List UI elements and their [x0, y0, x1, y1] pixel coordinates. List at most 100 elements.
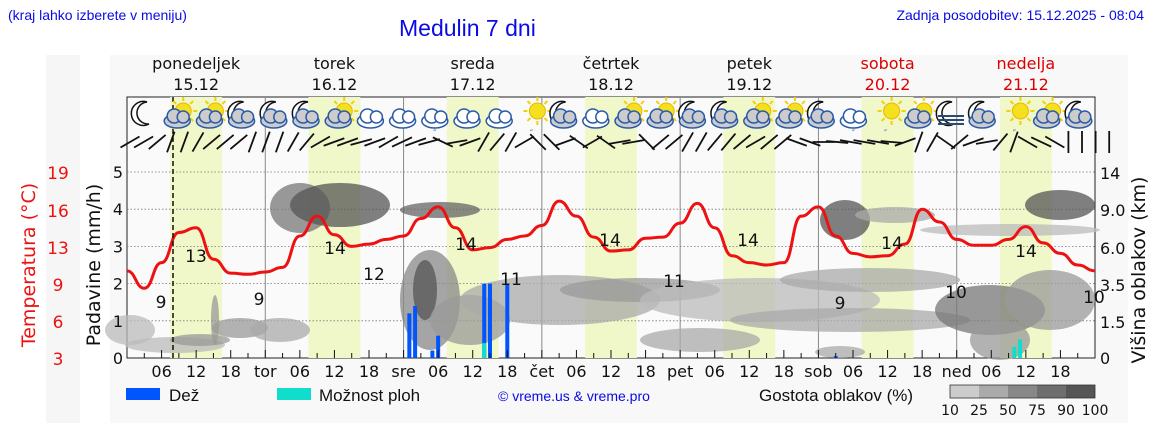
- temp-extreme-label: 9: [835, 294, 846, 314]
- moon-cloud-icon: [227, 100, 256, 129]
- wind-barb-icon: [950, 134, 969, 150]
- wind-barb-icon: [133, 135, 154, 149]
- credit-link[interactable]: © vreme.us & vreme.pro: [498, 388, 650, 404]
- x-tick-label: 06: [843, 362, 863, 381]
- cloud-density-swatch: [1037, 385, 1066, 398]
- wind-barb-icon: [1030, 136, 1052, 148]
- moon-cloud-icon: [967, 100, 996, 129]
- x-tick-label: 12: [739, 362, 759, 381]
- x-tick-label: sob: [804, 362, 832, 381]
- wind-barb-icon: [894, 137, 916, 147]
- sun-cloud-icon: [1032, 97, 1067, 129]
- temp-tick: 16: [47, 202, 69, 222]
- wind-barb-icon: [391, 136, 413, 148]
- rain-bar: [505, 283, 510, 358]
- wind-barb-icon: [364, 137, 386, 147]
- x-tick-label: 18: [912, 362, 932, 381]
- sun-rain-icon: ″: [877, 97, 906, 139]
- precip-tick: 4: [113, 200, 123, 219]
- rain-bar: [482, 283, 487, 358]
- rain-legend-label: Dež: [169, 386, 199, 405]
- wind-barb-icon: [323, 137, 345, 147]
- wind-barb-icon: [853, 139, 876, 145]
- day-date: 21.12: [1003, 75, 1049, 94]
- wind-barb-icon: [745, 135, 766, 149]
- temp-extreme-label: 9: [156, 293, 167, 313]
- shower-legend-swatch: [277, 388, 311, 400]
- cloud-icon: [356, 108, 385, 129]
- cloud-density-tick: 25: [970, 403, 988, 419]
- moon-cloud-icon: [259, 100, 288, 129]
- temp-axis-panel: [46, 55, 80, 423]
- cloud-density-tick: 50: [999, 403, 1017, 419]
- temp-tick: 19: [47, 164, 69, 184]
- x-tick-label: 06: [428, 362, 448, 381]
- wind-barb-icon: [120, 135, 140, 149]
- moon-cloud-icon: [677, 100, 707, 129]
- wind-barb-icon: [596, 134, 616, 150]
- cloud-density-swatch: [1066, 385, 1095, 398]
- day-date: 16.12: [312, 75, 358, 94]
- x-tick-label: 12: [877, 362, 897, 381]
- wind-barb-icon: [179, 131, 190, 153]
- temperature-line: [126, 199, 1096, 290]
- x-tick-label: 06: [151, 362, 171, 381]
- x-tick-label: 12: [463, 362, 483, 381]
- wind-barb-icon: [543, 133, 561, 151]
- rain-bar: [430, 350, 435, 358]
- wind-barb-icon: [202, 134, 221, 150]
- wind-barb-icon: [992, 132, 1009, 152]
- wind-barb-icon: [310, 135, 331, 149]
- cloud-density-label: Gostota oblakov (%): [759, 386, 913, 405]
- sun-cloud-icon: [163, 97, 198, 129]
- temp-extreme-label: 10: [1083, 288, 1105, 308]
- shower-bar: [1018, 339, 1023, 358]
- wind-barb-icon: [975, 139, 998, 145]
- x-tick-label: čet: [529, 362, 554, 381]
- precip-tick: 1: [113, 312, 123, 331]
- cloud-icon: [453, 108, 481, 129]
- cloud-density-swatch: [1008, 385, 1037, 398]
- rain-bar: [407, 313, 412, 358]
- wind-barb-icon: [216, 134, 235, 150]
- wind-barb-icon: [681, 132, 694, 152]
- day-name: petek: [727, 54, 773, 73]
- wind-barb-icon: [554, 137, 576, 147]
- wind-barb-icon: [261, 131, 271, 153]
- wind-barb-icon: [914, 131, 924, 153]
- wind-barb-icon: [732, 134, 752, 150]
- sun-rain-icon: ″: [1006, 97, 1035, 139]
- wind-barb-icon: [773, 134, 792, 150]
- cloud-height-tick: 0: [1100, 349, 1110, 368]
- wind-barb-icon: [504, 132, 518, 152]
- day-date: 19.12: [726, 75, 772, 94]
- x-tick-label: tor: [254, 362, 277, 381]
- wind-barb-icon: [880, 140, 903, 144]
- wind-barb-icon: [166, 131, 176, 153]
- sun-cloud-icon: [775, 97, 809, 129]
- wind-barb-icon: [1017, 135, 1038, 149]
- cloud-density-tick: 100: [1082, 403, 1109, 419]
- x-tick-label: 12: [1016, 362, 1036, 381]
- wind-barb-icon: [622, 139, 645, 145]
- sun-cloud-icon: [614, 97, 648, 129]
- svg-text:″: ″: [433, 129, 437, 139]
- wind-barb-icon: [638, 133, 656, 151]
- cloud-height-tick: 6.0: [1100, 239, 1125, 258]
- temp-extreme-label: 12: [363, 265, 385, 285]
- wind-barb-icon: [229, 134, 248, 150]
- precip-tick: 3: [113, 237, 123, 256]
- wind-barb-icon: [432, 136, 454, 148]
- temp-extreme-label: 10: [945, 283, 967, 303]
- x-tick-label: sre: [391, 362, 415, 381]
- wind-barb-icon: [936, 134, 956, 150]
- wind-barb-icon: [299, 132, 315, 152]
- cloud-height-tick: 3.5: [1100, 276, 1125, 295]
- x-tick-label: 06: [705, 362, 725, 381]
- moon-cloud-icon: [806, 100, 835, 129]
- wind-barb-icon: [191, 132, 205, 152]
- wind-barb-icon: [867, 139, 889, 145]
- x-tick-label: 18: [359, 362, 379, 381]
- wind-barb-icon: [336, 137, 359, 147]
